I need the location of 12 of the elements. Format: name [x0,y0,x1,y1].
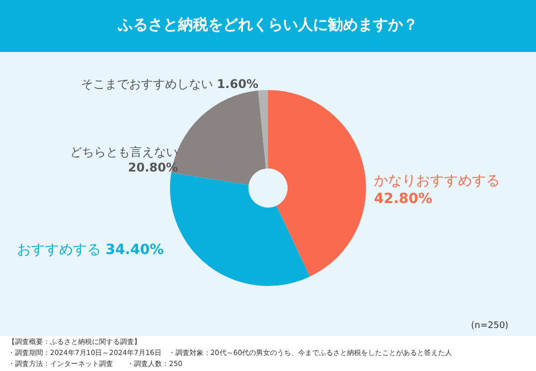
slice-label: どちらとも言えない [70,145,178,159]
text: (n=250) [471,321,508,331]
data-label: 42.80% [374,191,432,208]
slice-label: かなりおすすめする [374,173,500,189]
donut-slice [268,90,366,277]
donut-slice [258,90,268,168]
chart-title: ふるさと納税をどれくらい人に勧めますか？ [117,15,418,34]
donut-slice [170,172,310,286]
data-label: 34.40% [105,242,164,258]
slice-label: おすすめする [17,242,101,258]
slice-label: そこまでおすすめしない [81,77,213,91]
data-label: 1.60% [216,77,258,91]
